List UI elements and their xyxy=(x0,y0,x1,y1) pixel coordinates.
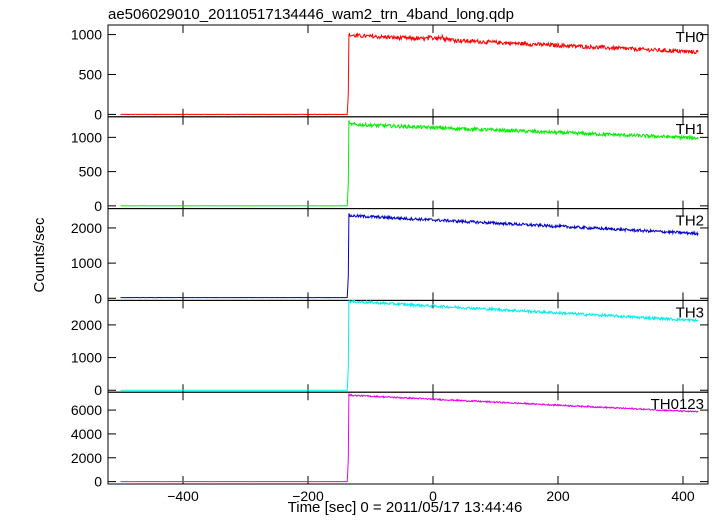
y-tick-label: 4000 xyxy=(71,426,102,442)
panel-label-th0123: TH0123 xyxy=(651,396,704,413)
y-tick-label: 0 xyxy=(94,106,102,122)
x-tick-label: −200 xyxy=(292,488,324,504)
panel-frame xyxy=(107,24,709,118)
y-tick-label: 0 xyxy=(94,474,102,490)
series-line-th0 xyxy=(120,31,699,116)
panel-th0: 0 500 1000 TH0 xyxy=(71,24,709,122)
y-tick-label: 2000 xyxy=(71,450,102,466)
x-tick-label: −400 xyxy=(167,488,199,504)
y-tick-label: 500 xyxy=(79,66,103,82)
y-tick-label: 2000 xyxy=(71,317,102,333)
x-axis-label: Time [sec] 0 = 2011/05/17 13:44:46 xyxy=(288,499,523,516)
chart-title: ae506029010_20110517134446_wam2_trn_4ban… xyxy=(108,6,514,23)
series-line-th2 xyxy=(120,213,699,299)
y-tick-label: 500 xyxy=(79,164,103,180)
series-line-th0123 xyxy=(120,393,699,483)
panel-th0123: 0 2000 4000 6000 −400 −200 0 200 400 TH0123 xyxy=(71,391,709,504)
y-tick-label: 1000 xyxy=(71,129,102,145)
panel-label-th0: TH0 xyxy=(676,29,704,46)
panel-frame xyxy=(107,299,709,393)
panel-label-th2: TH2 xyxy=(676,213,704,230)
panel-frame xyxy=(107,391,709,485)
panel-th3: 0 1000 2000 TH3 xyxy=(71,299,709,398)
panel-frame xyxy=(107,208,709,301)
y-tick-label: 1000 xyxy=(71,27,102,43)
series-line-th1 xyxy=(120,120,699,207)
y-tick-label: 1000 xyxy=(71,350,102,366)
panel-th2: 0 1000 2000 TH2 xyxy=(71,208,709,306)
y-tick-label: 0 xyxy=(94,290,102,306)
panel-label-th3: TH3 xyxy=(676,304,704,321)
panel-label-th1: TH1 xyxy=(676,121,704,138)
y-tick-label: 6000 xyxy=(71,402,102,418)
y-tick-label: 0 xyxy=(94,198,102,214)
x-tick-label: 0 xyxy=(429,488,437,504)
y-axis-label: Counts/sec xyxy=(31,217,48,293)
x-tick-label: 200 xyxy=(546,488,570,504)
x-tick-label: 400 xyxy=(671,488,695,504)
panel-frame xyxy=(107,116,709,210)
y-tick-label: 1000 xyxy=(71,255,102,271)
y-tick-label: 2000 xyxy=(71,220,102,236)
y-tick-label: 0 xyxy=(94,382,102,398)
series-line-th3 xyxy=(120,299,699,391)
panel-th1: 0 500 1000 TH1 xyxy=(71,116,709,214)
